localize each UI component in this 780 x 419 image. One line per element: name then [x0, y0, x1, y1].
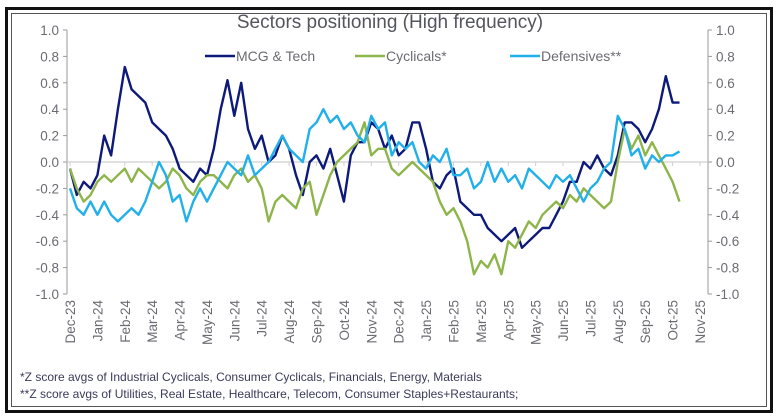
right-y-tick-label: 0.0	[716, 155, 735, 170]
right-y-tick-label: 0.6	[716, 76, 735, 91]
x-tick-label: Jun-24	[227, 300, 242, 342]
right-y-tick-label: -0.8	[716, 261, 739, 276]
x-tick-label: Jun-25	[556, 300, 571, 341]
x-tick-label: Feb-25	[446, 300, 461, 343]
right-y-tick-label: 0.4	[716, 102, 735, 117]
x-tick-label: Feb-24	[118, 300, 133, 343]
x-tick-label: Apr-25	[501, 300, 516, 341]
right-y-tick-label: 1.0	[716, 23, 735, 38]
chart-inner-border	[11, 13, 767, 407]
right-y-tick-label: 0.2	[716, 129, 735, 144]
x-tick-label: Jan-24	[90, 300, 105, 342]
right-y-tick-label: -0.2	[716, 181, 739, 196]
axes: 1.0 1.0 0.8 0.8 0.6 0.6 0.4 0.4 0.2 0.2 0.0 0.0 -0.2…	[36, 23, 740, 345]
left-y-tick-label: 0.8	[40, 49, 59, 64]
left-y-tick-label: 1.0	[40, 23, 59, 38]
series-group	[68, 65, 681, 276]
x-tick-label: Nov-24	[364, 300, 379, 344]
left-y-tick-label: -0.6	[36, 234, 59, 249]
left-y-tick-label: 0.6	[40, 76, 59, 91]
x-tick-label: Aug-24	[282, 300, 297, 344]
x-tick-label: Mar-24	[145, 300, 160, 343]
x-tick-label: Dec-24	[392, 300, 407, 344]
x-tick-label: Jul-25	[583, 300, 598, 337]
x-tick-label: Oct-24	[337, 300, 352, 341]
legend-label: Cyclicals*	[386, 48, 447, 64]
x-tick-label: Mar-25	[474, 300, 489, 343]
left-y-tick-label: -0.8	[36, 261, 59, 276]
right-y-tick-label: -1.0	[716, 287, 739, 302]
left-y-tick-label: -0.2	[36, 181, 59, 196]
legend: MCG & Tech Cyclicals* Defensives**	[205, 48, 622, 64]
chart-title: Sectors positioning (High frequency)	[237, 12, 543, 33]
x-tick-label: Sep-24	[310, 300, 325, 344]
legend-label: MCG & Tech	[236, 48, 315, 64]
x-tick-label: Jan-25	[419, 300, 434, 341]
x-tick-label: Apr-24	[173, 300, 188, 341]
left-y-tick-label: -0.4	[36, 208, 60, 223]
x-tick-label: May-25	[529, 300, 544, 345]
footnote-cyclicals: *Z score avgs of Industrial Cyclicals, C…	[20, 370, 482, 384]
left-y-tick-label: -1.0	[36, 287, 59, 302]
series-line-mcg-tech	[68, 65, 680, 250]
left-y-tick-label: 0.2	[40, 129, 59, 144]
left-y-tick-label: 0.0	[40, 155, 59, 170]
right-y-tick-label: 0.8	[716, 49, 735, 64]
x-tick-label: Sep-25	[638, 300, 653, 344]
legend-label: Defensives**	[541, 48, 622, 64]
x-tick-label: Aug-25	[611, 300, 626, 344]
right-y-tick-label: -0.4	[716, 208, 740, 223]
right-y-tick-label: -0.6	[716, 234, 739, 249]
x-tick-label: Nov-25	[693, 300, 708, 344]
x-tick-label: Oct-25	[666, 300, 681, 341]
x-tick-label: Dec-23	[63, 300, 78, 344]
x-tick-label: Jul-24	[255, 300, 270, 337]
series-line-defensives	[68, 107, 681, 223]
footnote-defensives: **Z score avgs of Utilities, Real Estate…	[20, 387, 519, 401]
left-y-tick-label: 0.4	[40, 102, 59, 117]
series-line-cyclicals	[68, 121, 681, 276]
x-tick-label: May-24	[200, 300, 215, 346]
